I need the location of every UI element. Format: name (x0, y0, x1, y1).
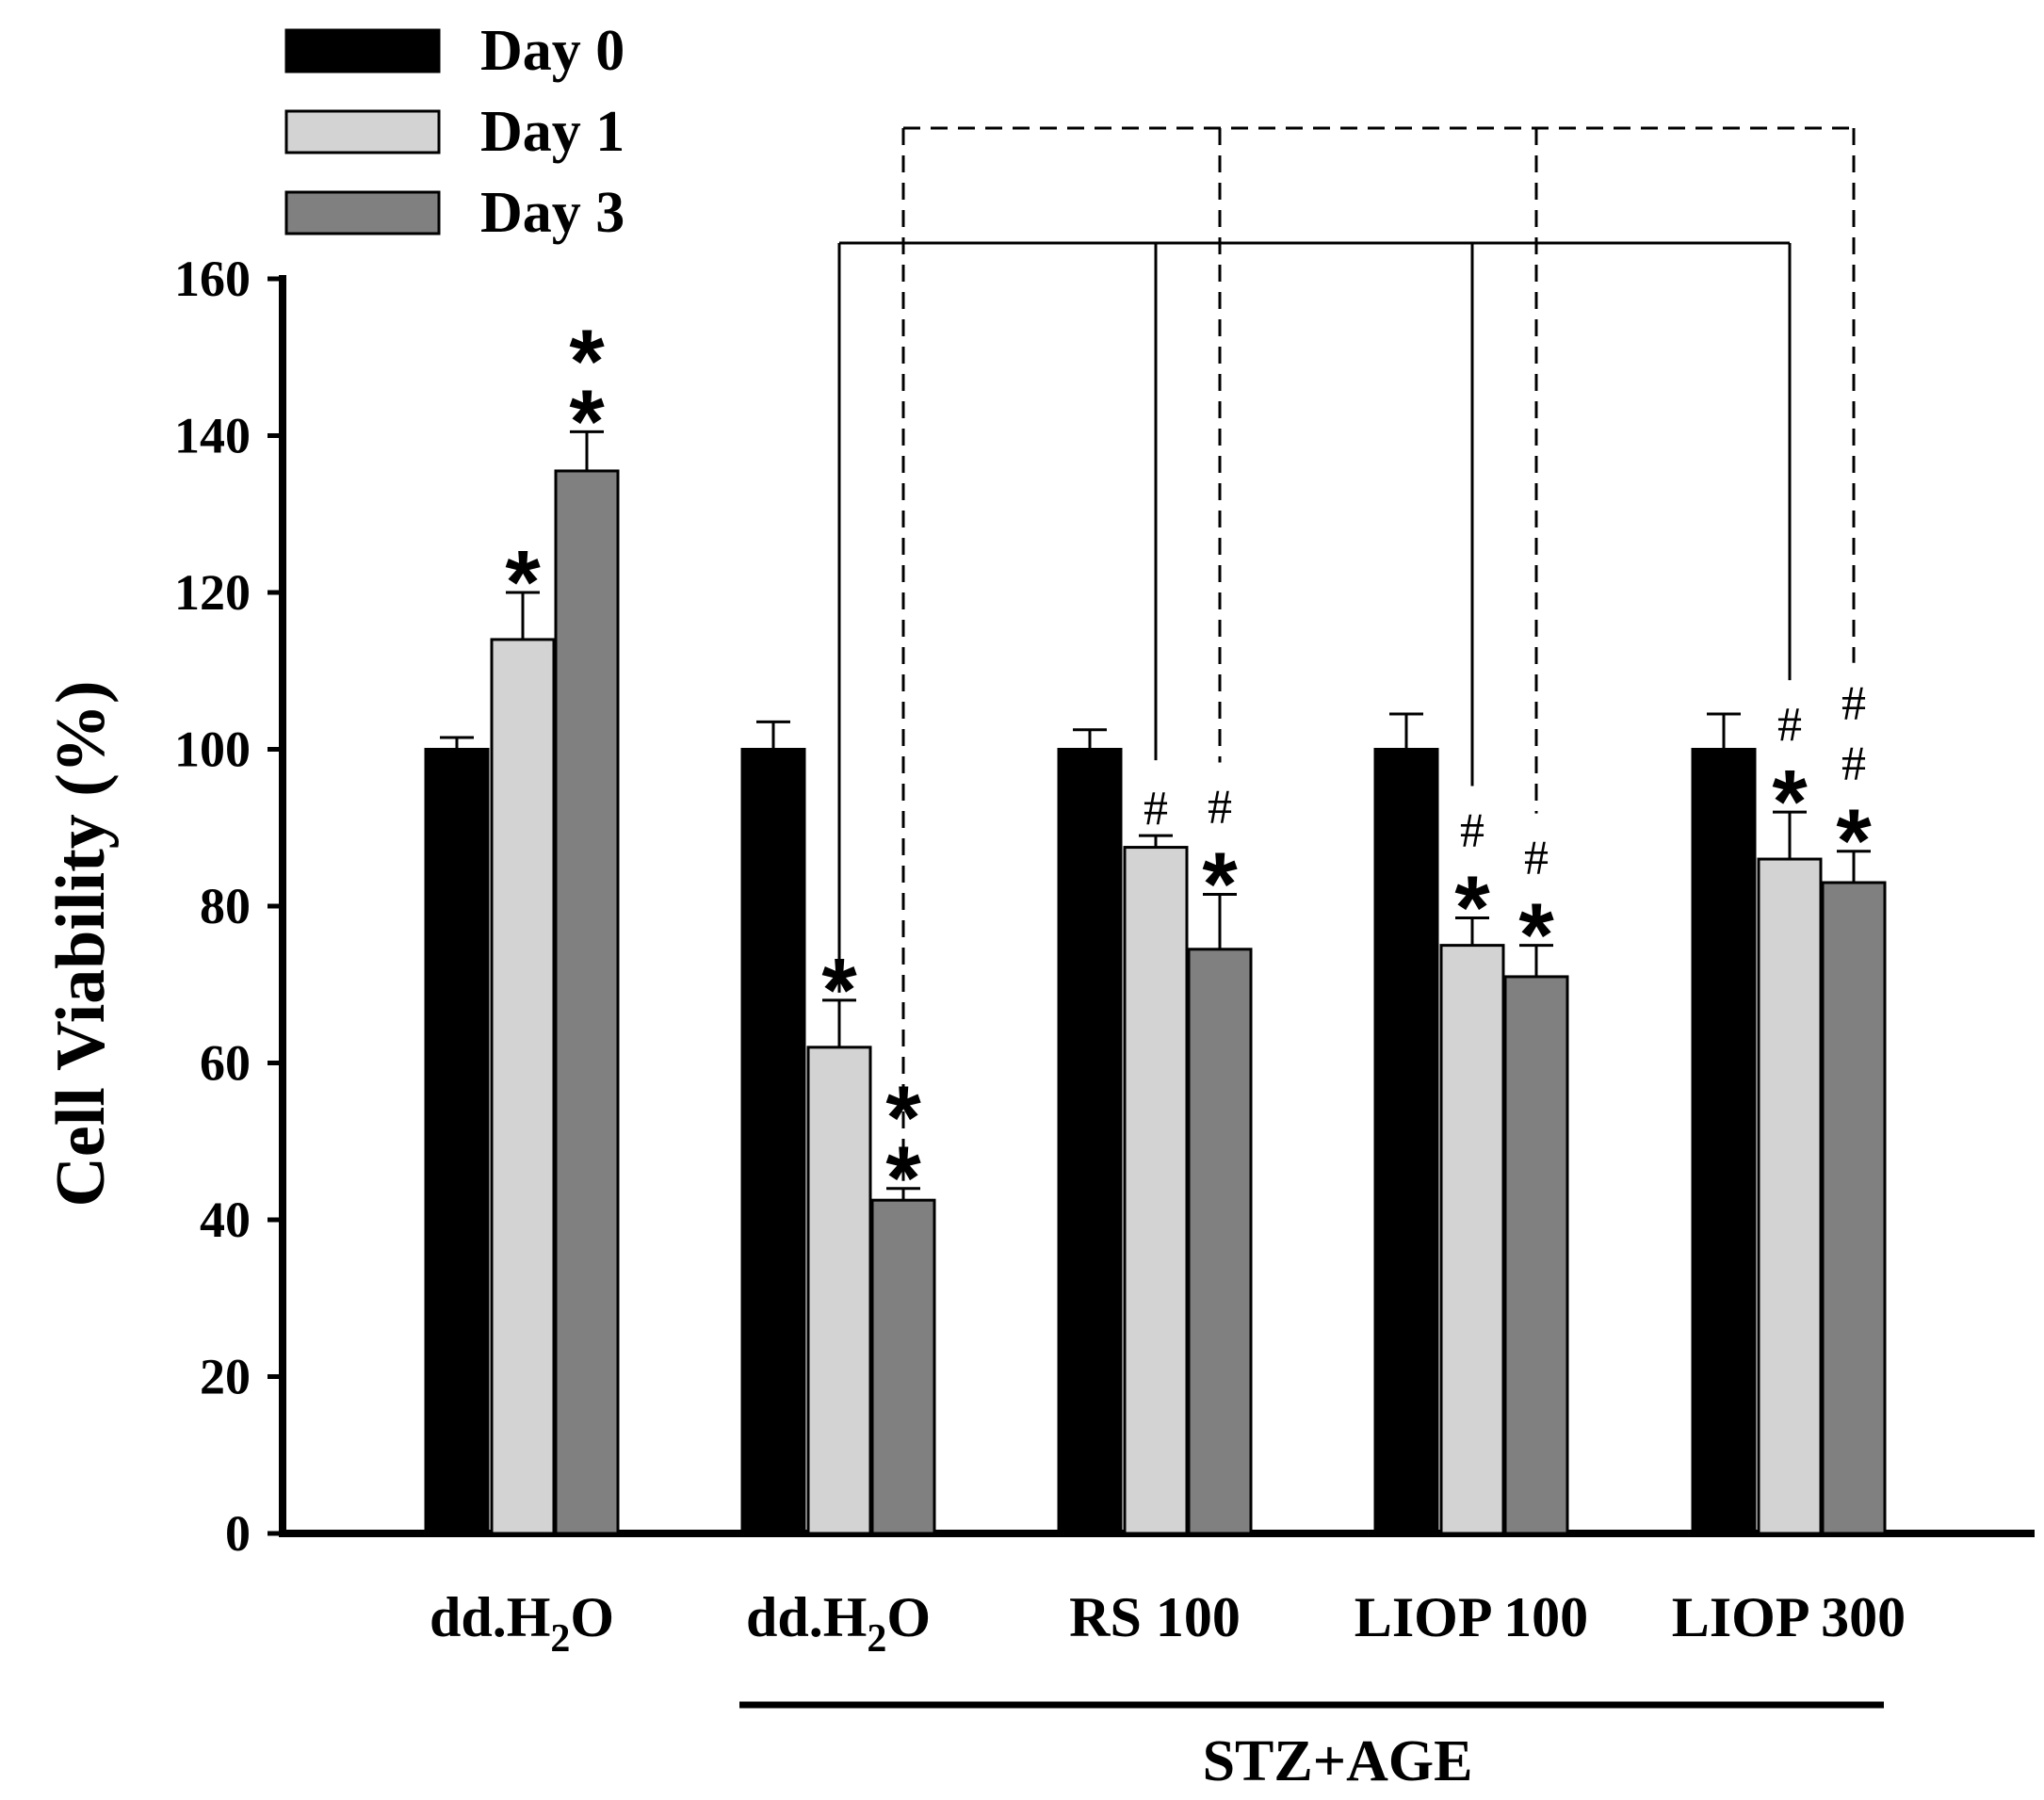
bar-day-1 (490, 638, 556, 1535)
legend-swatch (284, 28, 441, 73)
significance-star: * (885, 1128, 921, 1229)
comparison-lines (837, 126, 1856, 1181)
significance-star: * (569, 371, 605, 472)
bar-day-1 (1439, 944, 1505, 1535)
significance-star: * (1772, 752, 1808, 852)
significance-hash: # (1524, 832, 1549, 885)
significance-hash: # (1208, 781, 1232, 835)
bar-day-0 (740, 748, 806, 1535)
significance-star: * (1836, 791, 1872, 892)
y-tick-label: 20 (200, 1349, 251, 1405)
legend-label: Day 3 (480, 181, 625, 245)
bar-day-3 (1821, 881, 1887, 1535)
group-label: dd.H2O (430, 1586, 614, 1661)
legend-swatch (284, 190, 441, 235)
bar-day-1 (806, 1046, 872, 1535)
bar-day-3 (1503, 975, 1569, 1535)
significance-star: * (505, 532, 541, 633)
y-axis-label: Cell Viability (%) (42, 680, 120, 1207)
significance-hash: # (1777, 698, 1802, 752)
y-tick-label: 60 (200, 1035, 251, 1092)
y-tick-label: 100 (174, 722, 251, 778)
significance-hash: # (1841, 677, 1866, 731)
legend-swatch (284, 109, 441, 154)
bars (424, 430, 1887, 1535)
significance-hash: # (1841, 738, 1866, 791)
bar-day-3 (554, 469, 620, 1535)
significance-annotations: ******* * ** *# # ##### (505, 311, 1872, 1228)
bar-day-0 (1373, 748, 1439, 1535)
y-tick-label: 80 (200, 878, 251, 934)
significance-star: * (1202, 835, 1238, 935)
group-label: dd.H2O (746, 1586, 931, 1661)
bar-day-0 (1691, 748, 1757, 1535)
legend-label: Day 0 (480, 19, 625, 83)
bar-day-1 (1757, 857, 1823, 1535)
significance-star: * (1518, 885, 1554, 986)
bar-day-0 (1057, 748, 1123, 1535)
group-label: LIOP 300 (1672, 1586, 1906, 1648)
y-tick-label: 160 (174, 251, 251, 307)
significance-hash: # (1144, 782, 1168, 835)
significance-star: * (821, 940, 857, 1041)
significance-star: * (1454, 857, 1490, 958)
significance-star: * (885, 1068, 921, 1169)
bar-day-0 (424, 748, 490, 1535)
group-label: RS 100 (1069, 1586, 1241, 1648)
group-labels: dd.H2O dd.H2O RS 100 LIOP 100 LIOP 300 STZ+AG… (430, 1586, 1906, 1793)
significance-hash: # (1460, 803, 1484, 857)
significance-star: * (569, 311, 605, 412)
bar-day-3 (870, 1198, 936, 1535)
legend: Day 0 Day 1 Day 3 (284, 19, 625, 245)
y-tick-label: 0 (225, 1505, 251, 1562)
stz-age-bracket-label: STZ+AGE (1203, 1729, 1473, 1793)
legend-label: Day 1 (480, 100, 625, 164)
y-tick-label: 40 (200, 1192, 251, 1248)
bar-day-1 (1123, 846, 1189, 1535)
y-tick-label: 120 (174, 564, 251, 621)
y-tick-label: 140 (174, 408, 251, 464)
bar-day-3 (1187, 948, 1253, 1535)
group-label: LIOP 100 (1355, 1586, 1588, 1648)
